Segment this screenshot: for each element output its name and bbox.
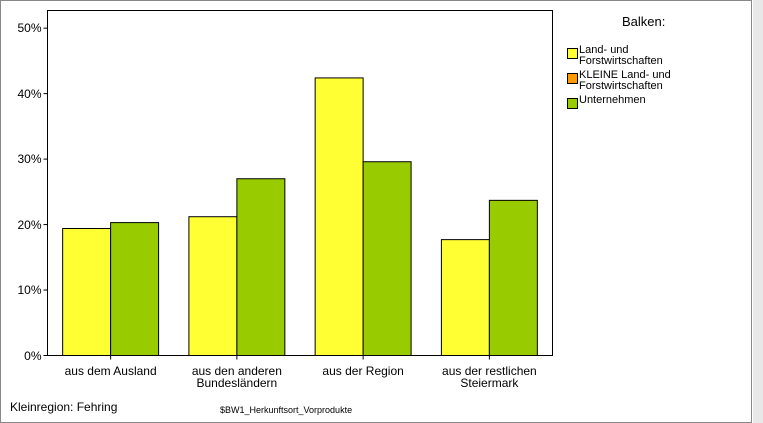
x-tick-label: aus der Region (322, 363, 404, 378)
y-tick-label: 50% (17, 21, 42, 36)
legend-label: KLEINE Land- und Forstwirtschaften (579, 69, 671, 92)
x-tick-label: aus dem Ausland (64, 363, 157, 378)
bar (362, 161, 412, 356)
legend-label: Land- und Forstwirtschaften (579, 44, 663, 67)
legend-swatch (567, 98, 578, 109)
y-tick-label: 40% (17, 86, 42, 101)
side-strip (753, 0, 763, 423)
bar (188, 216, 238, 356)
legend-swatch (567, 73, 578, 84)
x-tick-label: aus den anderen Bundesländern (191, 363, 282, 390)
legend-swatch (567, 48, 578, 59)
bar (314, 77, 364, 357)
region-note: Kleinregion: Fehring (10, 400, 118, 414)
y-tick-label: 10% (17, 283, 42, 298)
x-tick-label: aus der restlichen Steiermark (442, 363, 537, 390)
legend-label: Unternehmen (579, 94, 646, 106)
bar (488, 199, 538, 356)
bar (236, 178, 286, 356)
y-tick-label: 30% (17, 152, 42, 167)
bar (440, 239, 490, 356)
y-tick-label: 20% (17, 217, 42, 232)
y-tick-label: 0% (24, 348, 42, 363)
bar (110, 222, 160, 356)
variable-note: $BW1_Herkunftsort_Vorprodukte (220, 405, 353, 415)
legend-title: Balken: (622, 14, 666, 29)
bar (62, 227, 112, 357)
